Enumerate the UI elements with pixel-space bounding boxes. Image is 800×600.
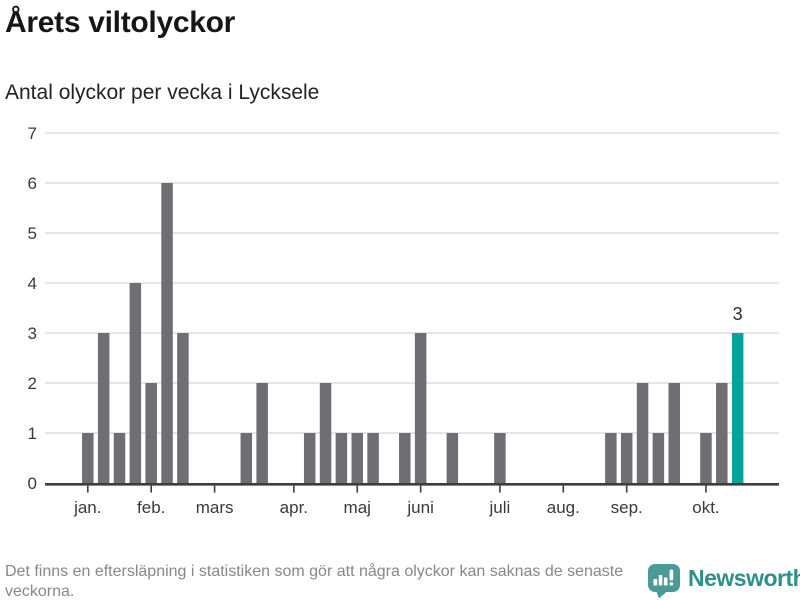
bar <box>145 383 157 483</box>
chart-subtitle: Antal olyckor per vecka i Lycksele <box>5 81 320 104</box>
footnote: Det finns en eftersläpning i statistiken… <box>5 563 624 600</box>
page-title: Årets viltolyckor <box>5 6 235 39</box>
bar <box>367 433 379 483</box>
bar <box>335 433 348 483</box>
bar <box>319 383 332 483</box>
x-axis-label: juni <box>406 498 433 517</box>
newsworthy-logo-icon <box>648 564 680 599</box>
x-axis-label: juli <box>489 498 511 517</box>
bar <box>605 433 617 483</box>
bar <box>240 433 253 483</box>
y-axis-label: 7 <box>28 124 37 143</box>
weekly-accidents-bar-chart: 0 1 2 3 4 5 6 7 jan. feb. mars apr. maj juni juli aug. s… <box>28 124 779 517</box>
x-axis-label: sep. <box>611 498 643 517</box>
x-axis-label: apr. <box>280 498 308 517</box>
bar <box>668 383 680 483</box>
bar <box>177 333 189 483</box>
y-axis-label: 3 <box>28 324 37 343</box>
bar-highlighted <box>731 333 744 483</box>
newsworthy-logo: Newsworthy <box>648 564 800 599</box>
bar <box>97 333 110 483</box>
bar <box>129 283 142 483</box>
x-axis-label: maj <box>344 498 371 517</box>
bar <box>494 433 506 483</box>
bar <box>82 433 94 483</box>
y-axis-label: 4 <box>28 274 37 293</box>
bar <box>351 433 363 483</box>
x-axis-label: jan. <box>73 498 101 517</box>
bar <box>399 433 411 483</box>
newsworthy-logo-text: Newsworthy <box>688 565 800 591</box>
y-axis-label: 0 <box>28 474 37 493</box>
bar <box>446 433 459 483</box>
y-axis-label: 5 <box>28 224 37 243</box>
bar <box>716 383 728 483</box>
bar <box>636 383 649 483</box>
x-axis-label: aug. <box>547 498 580 517</box>
highlight-value-label: 3 <box>733 304 743 324</box>
bar <box>256 383 268 483</box>
bar <box>161 183 173 483</box>
bar <box>303 433 316 483</box>
y-axis-label: 2 <box>28 374 37 393</box>
bar <box>414 333 427 483</box>
bar <box>113 433 126 483</box>
x-axis-label: feb. <box>137 498 165 517</box>
x-axis-label: okt. <box>692 498 719 517</box>
bar <box>620 433 633 483</box>
bar <box>700 433 712 483</box>
y-axis-label: 1 <box>28 424 37 443</box>
y-axis-label: 6 <box>28 174 37 193</box>
bar <box>652 433 665 483</box>
x-axis-label: mars <box>196 498 234 517</box>
